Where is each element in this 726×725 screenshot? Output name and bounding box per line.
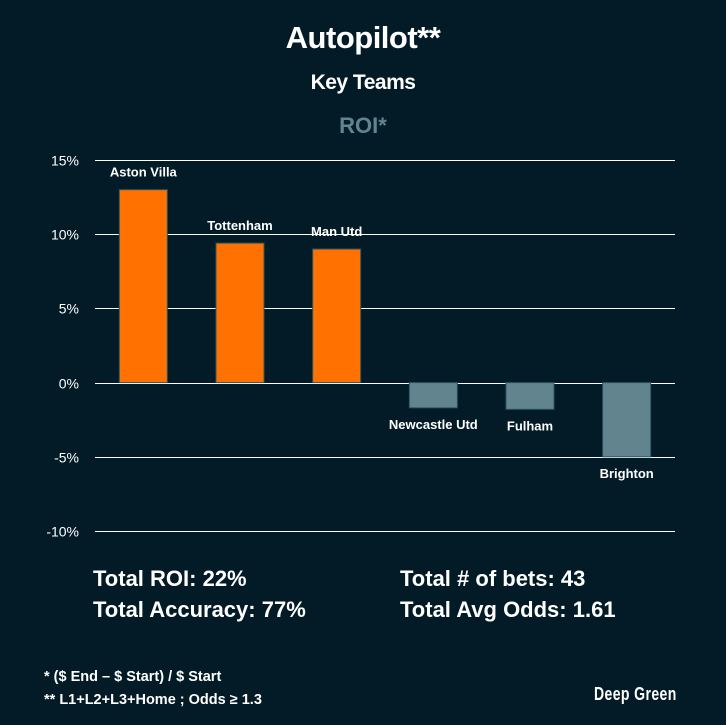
y-tick-label: -5% — [54, 450, 79, 466]
bar-man-utd — [312, 248, 362, 384]
bar-labels: Aston Villa Tottenham Man Utd Newcastle Utd… — [110, 165, 654, 481]
stats-left: Total ROI: 22% Total Accuracy: 77% — [93, 563, 306, 625]
gridlines — [95, 160, 675, 532]
bar-fulham — [505, 382, 555, 410]
footnote-roi: * ($ End – $ Start) / $ Start — [44, 669, 222, 685]
bar-label: Aston Villa — [110, 165, 178, 180]
y-tick-label: 5% — [59, 301, 79, 317]
page-title: Autopilot** — [285, 20, 441, 55]
bar-label: Tottenham — [207, 218, 272, 233]
y-tick-label: 15% — [51, 153, 79, 169]
bar-label: Man Utd — [311, 224, 362, 239]
footnotes: * ($ End – $ Start) / $ Start ** L1+L2+L… — [44, 666, 262, 712]
y-axis-ticks: 15% 10% 5% 0% -5% -10% — [46, 153, 79, 540]
y-tick-label: 10% — [51, 227, 79, 243]
bars — [118, 189, 652, 458]
y-tick-label: -10% — [46, 524, 79, 540]
y-tick-label: 0% — [59, 376, 79, 392]
bar-tottenham — [215, 242, 265, 384]
bar-label: Fulham — [507, 418, 553, 433]
chart-title: ROI* — [339, 113, 387, 138]
bar-newcastle-utd — [408, 382, 458, 409]
bar-label: Brighton — [600, 466, 654, 481]
total-avg-odds: Total Avg Odds: 1.61 — [400, 597, 616, 622]
bar-aston-villa — [118, 189, 168, 384]
bar-brighton — [602, 382, 652, 458]
bar-label: Newcastle Utd — [389, 417, 478, 432]
page-subtitle: Key Teams — [310, 71, 416, 94]
total-roi: Total ROI: 22% — [93, 566, 247, 591]
total-bets: Total # of bets: 43 — [400, 566, 586, 591]
total-accuracy: Total Accuracy: 77% — [93, 597, 306, 622]
brand-logo: Deep Green — [594, 684, 677, 704]
stats-right: Total # of bets: 43 Total Avg Odds: 1.61 — [400, 563, 616, 625]
footnote-autopilot: ** L1+L2+L3+Home ; Odds ≥ 1.3 — [44, 692, 262, 708]
roi-bar-chart: 15% 10% 5% 0% -5% -10% Aston Villa Tottenham Ma… — [46, 153, 675, 540]
